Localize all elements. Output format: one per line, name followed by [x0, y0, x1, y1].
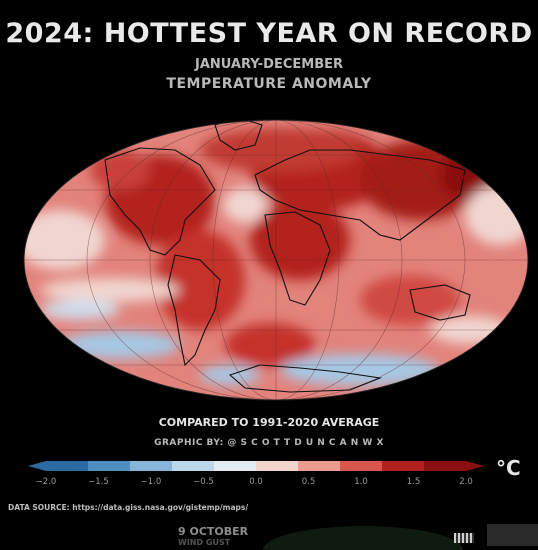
colorbar-segment	[130, 461, 173, 471]
colorbar-tick-label: −2.0	[36, 477, 57, 487]
data-source[interactable]: DATA SOURCE: https://data.giss.nasa.gov/…	[8, 503, 249, 512]
colorbar-unit: °C	[496, 456, 521, 480]
colorbar-segment	[340, 461, 383, 471]
colorbar-segment	[46, 461, 89, 471]
baseline-note: COMPARED TO 1991-2020 AVERAGE	[158, 416, 380, 429]
period-subtitle: JANUARY-DECEMBER	[194, 57, 344, 72]
thumbnail-icon	[454, 533, 474, 543]
graphic-credit: GRAPHIC BY: @ S C O T T D U N C A N W X	[154, 438, 384, 448]
colorbar-segment	[172, 461, 215, 471]
colorbar-segment	[256, 461, 299, 471]
colorbar-tick-label: −0.5	[193, 477, 214, 487]
next-slide-caption-2: WIND GUST	[178, 538, 231, 546]
colorbar-segment	[424, 461, 467, 471]
colorbar-tick-label: 0.5	[302, 477, 316, 487]
next-slide-thumbnail-right[interactable]	[487, 524, 538, 546]
colorbar-tick-label: 0.0	[249, 477, 263, 487]
map-outline	[23, 119, 529, 401]
colorbar-tick-label: 2.0	[459, 477, 473, 487]
colorbar-segment	[88, 461, 131, 471]
colorbar-segment	[214, 461, 257, 471]
colorbar-high-arrow	[466, 461, 484, 471]
colorbar-segment	[382, 461, 425, 471]
colorbar-tick-label: −1.5	[88, 477, 109, 487]
chart-title: 2024: HOTTEST YEAR ON RECORD	[5, 18, 533, 49]
colorbar-tick-label: −1.0	[141, 477, 162, 487]
coastlines	[104, 120, 471, 393]
colorbar-tick-label: 1.5	[407, 477, 421, 487]
colorbar-segment	[298, 461, 341, 471]
metric-subtitle: TEMPERATURE ANOMALY	[166, 76, 372, 92]
colorbar-low-arrow	[28, 461, 46, 471]
graticule	[24, 120, 528, 400]
colorbar-tick-label: 1.0	[354, 477, 368, 487]
next-slide-caption: 9 OCTOBER	[178, 525, 249, 538]
